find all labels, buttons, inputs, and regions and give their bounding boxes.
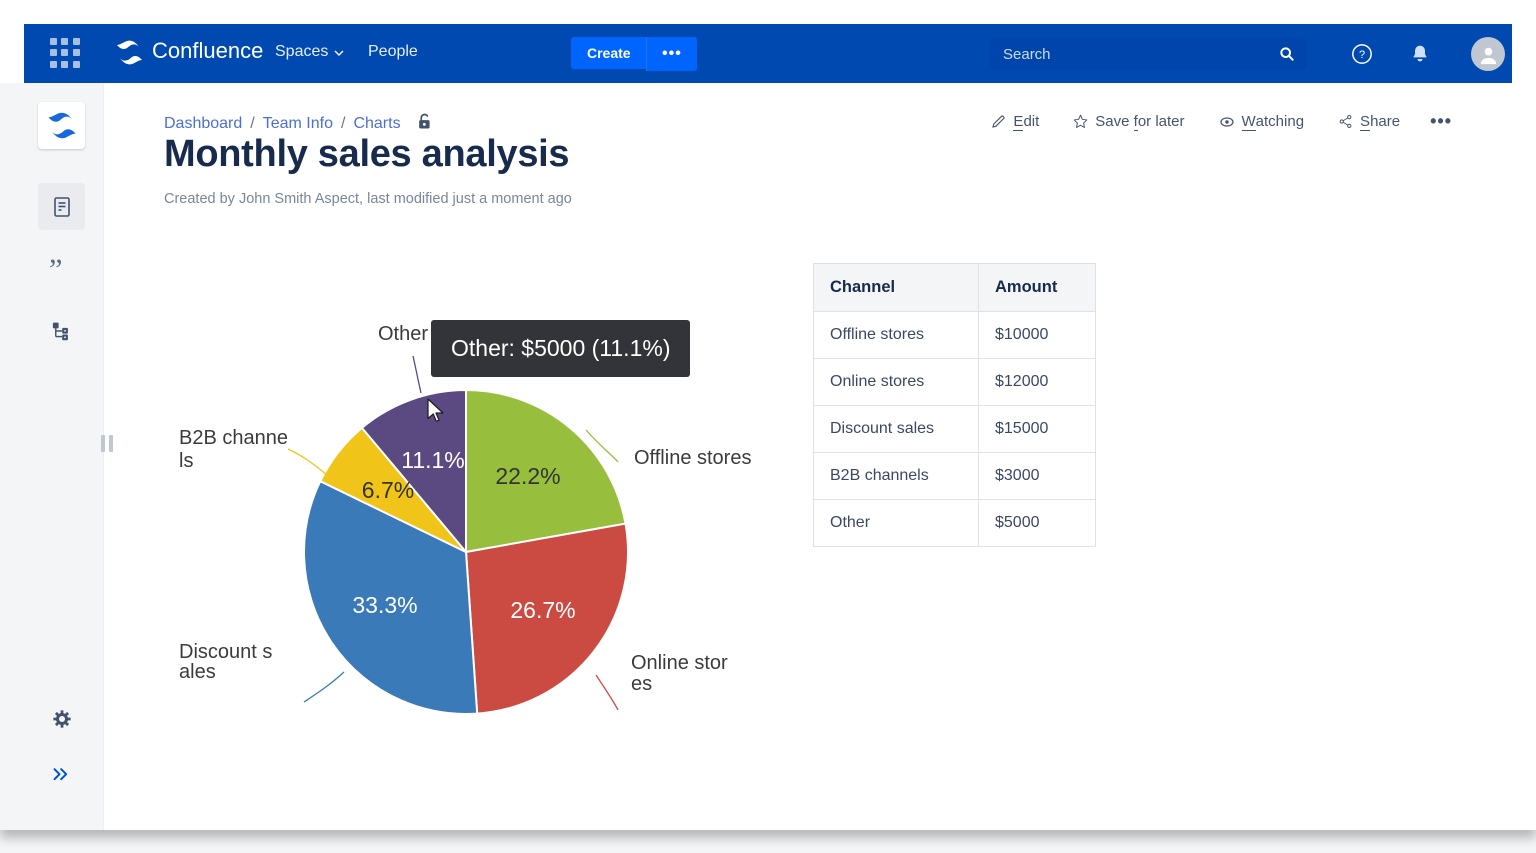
svg-text:Other: Other — [378, 323, 428, 345]
svg-text:”: ” — [49, 258, 62, 284]
svg-text:22.2%: 22.2% — [495, 463, 560, 489]
svg-text:Offline stores: Offline stores — [634, 447, 751, 469]
svg-text:B2B channe: B2B channe — [179, 427, 288, 449]
svg-text:ls: ls — [179, 450, 193, 472]
svg-text:Discount s: Discount s — [179, 641, 272, 663]
svg-text:33.3%: 33.3% — [352, 592, 417, 618]
svg-text:6.7%: 6.7% — [362, 477, 414, 503]
svg-text:Online stor: Online stor — [631, 652, 728, 674]
svg-text:?: ? — [1359, 49, 1365, 61]
svg-text:11.1%: 11.1% — [401, 447, 465, 473]
svg-text:ales: ales — [179, 661, 216, 683]
svg-text:es: es — [631, 673, 652, 695]
svg-text:26.7%: 26.7% — [510, 597, 575, 623]
